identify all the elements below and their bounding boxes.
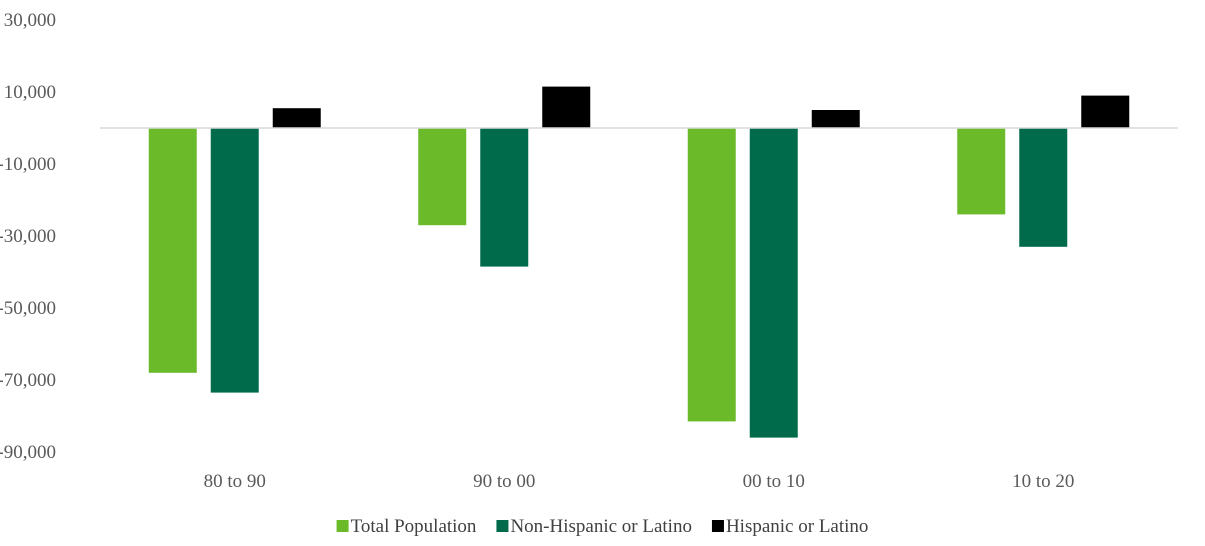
bar	[957, 128, 1006, 215]
bar	[542, 86, 591, 128]
bar	[1019, 128, 1068, 247]
legend-swatch	[336, 520, 349, 532]
legend-swatch	[711, 520, 724, 532]
bar	[272, 108, 321, 128]
y-axis-tick-labels: 30,000 10,000 -10,000 -30,000 -50,000 -70,000…	[0, 10, 56, 463]
legend-item: Hispanic or Latino	[711, 516, 868, 537]
bar	[1081, 95, 1130, 128]
bar	[687, 128, 736, 422]
legend-label: Hispanic or Latino	[726, 516, 868, 537]
legend-label: Non-Hispanic or Latino	[510, 516, 692, 537]
bar	[210, 128, 259, 393]
y-tick-label: 30,000	[4, 10, 56, 31]
bars	[148, 86, 1130, 438]
y-tick-label: -50,000	[0, 298, 56, 319]
y-tick-label: -90,000	[0, 442, 56, 463]
x-category-label: 00 to 10	[743, 471, 805, 492]
x-axis-category-labels: 80 to 90 90 to 00 00 to 10 10 to 20	[204, 471, 1075, 492]
x-category-label: 80 to 90	[204, 471, 266, 492]
bar	[418, 128, 467, 226]
y-tick-label: -10,000	[0, 154, 56, 175]
legend-item: Non-Hispanic or Latino	[496, 516, 692, 537]
y-tick-label: -70,000	[0, 370, 56, 391]
legend: Total Population Non-Hispanic or Latino Hi…	[336, 516, 868, 537]
legend-label: Total Population	[351, 516, 477, 537]
bar	[148, 128, 197, 373]
x-category-label: 90 to 00	[473, 471, 535, 492]
y-tick-label: -30,000	[0, 226, 56, 247]
bar	[749, 128, 798, 438]
bar	[480, 128, 529, 267]
x-category-label: 10 to 20	[1012, 471, 1074, 492]
legend-swatch	[496, 520, 509, 532]
legend-item: Total Population	[336, 516, 477, 537]
y-tick-label: 10,000	[4, 82, 56, 103]
bar	[811, 110, 860, 128]
